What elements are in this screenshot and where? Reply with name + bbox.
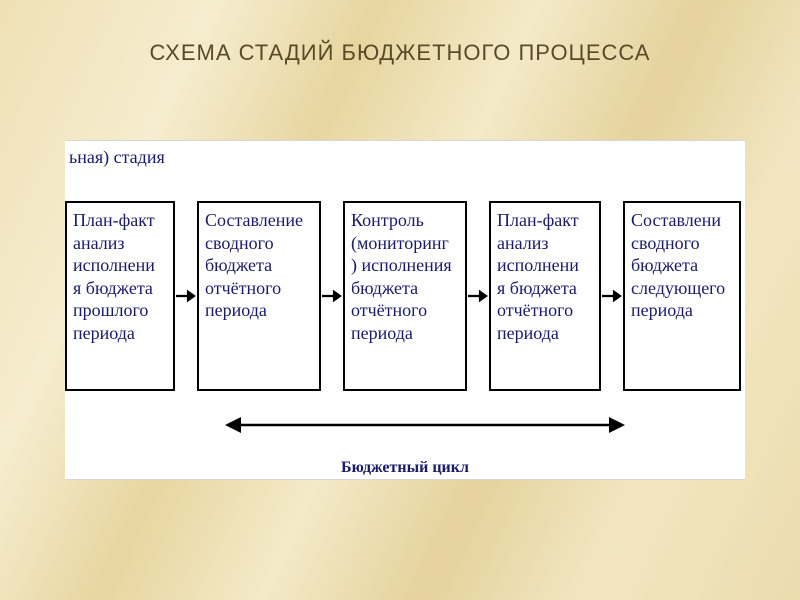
arrow-right-icon (467, 201, 489, 391)
truncated-bottom-label: Бюджетный цикл (341, 459, 469, 477)
arrow-right-icon (175, 201, 197, 391)
page-title: СХЕМА СТАДИЙ БЮДЖЕТНОГО ПРОЦЕССА (0, 0, 800, 66)
stage-box: План-факт анализ исполнени я бюджета про… (65, 201, 175, 391)
truncated-top-label: ьная) стадия (69, 147, 165, 168)
stage-box: Контроль (мониторинг ) исполнения бюджет… (343, 201, 467, 391)
stages-row: План-факт анализ исполнени я бюджета про… (65, 201, 745, 391)
arrow-right-icon (321, 201, 343, 391)
cycle-double-arrow (225, 411, 625, 439)
title-text: СХЕМА СТАДИЙ БЮДЖЕТНОГО ПРОЦЕССА (150, 40, 651, 65)
diagram-panel: ьная) стадия План-факт анализ исполнени … (65, 140, 745, 480)
stage-box: Составлени сводного бюджета следующего п… (623, 201, 741, 391)
stage-box: Составление сводного бюджета отчётного п… (197, 201, 321, 391)
stage-box: План-факт анализ исполнени я бюджета отч… (489, 201, 601, 391)
arrow-right-icon (601, 201, 623, 391)
